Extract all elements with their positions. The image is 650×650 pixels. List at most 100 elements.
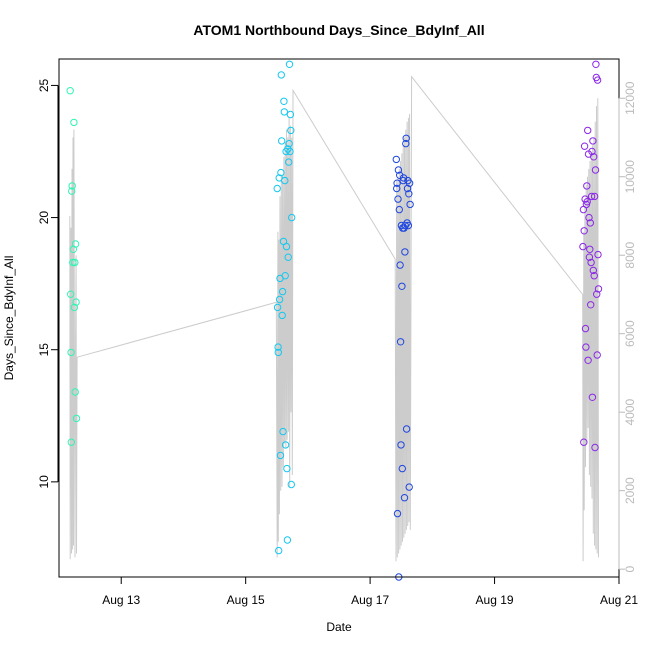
data-point [66, 87, 74, 95]
y2-axis: 0 2000 4000 6000 8000 10000 12000 [618, 81, 637, 572]
data-point [273, 184, 281, 193]
data-point [393, 179, 401, 187]
data-point [273, 303, 282, 312]
y-tick-label: 25 [37, 78, 51, 92]
data-point [590, 272, 598, 280]
data-point [285, 60, 294, 69]
x-tick-label: Aug 21 [600, 593, 638, 607]
overlay-line [69, 75, 599, 562]
data-point [582, 343, 590, 351]
data-point [584, 126, 592, 135]
y2-tick-label: 4000 [623, 399, 637, 426]
data-point [392, 155, 400, 164]
data-point [68, 187, 76, 195]
data-point [401, 248, 409, 256]
data-point [70, 303, 79, 312]
data-point [72, 414, 81, 423]
data-point [579, 242, 587, 251]
data-point [287, 480, 295, 489]
y-axis: 10 15 20 25 [37, 78, 59, 489]
data-point [281, 441, 290, 449]
data-point [587, 258, 595, 267]
data-point [282, 242, 291, 251]
data-point [283, 464, 291, 473]
data-point [593, 351, 601, 359]
data-point [405, 190, 413, 198]
data-point [398, 464, 406, 473]
data-point [406, 200, 414, 209]
data-point [67, 348, 75, 357]
y2-tick-label: 8000 [623, 242, 637, 269]
data-point [68, 182, 76, 190]
data-point [396, 338, 405, 346]
data-point [394, 166, 403, 174]
data-point [285, 158, 293, 166]
x-tick-label: Aug 19 [476, 593, 514, 607]
data-point [398, 282, 406, 290]
data-point [584, 356, 592, 364]
data-point [589, 266, 597, 275]
y-tick-label: 10 [37, 475, 51, 489]
y2-tick-label: 2000 [623, 477, 637, 504]
data-point [70, 118, 78, 127]
data-point [283, 536, 292, 544]
data-point [589, 137, 597, 145]
data-point [278, 311, 286, 320]
data-point [405, 483, 413, 491]
y2-tick-label: 0 [623, 565, 637, 572]
data-point [587, 192, 596, 201]
data-point [402, 139, 410, 148]
y-tick-label: 20 [37, 211, 51, 225]
data-point [278, 137, 286, 145]
data-point [277, 71, 285, 79]
data-point [593, 290, 601, 298]
data-point [592, 60, 600, 69]
data-point [583, 198, 591, 206]
data-point [281, 176, 289, 185]
data-point [72, 298, 80, 306]
data-point [581, 324, 590, 333]
data-point [402, 425, 411, 433]
y2-tick-label: 6000 [623, 320, 637, 347]
data-point [69, 258, 77, 267]
data-point [281, 272, 289, 280]
data-point [67, 438, 76, 446]
x-tick-label: Aug 13 [102, 593, 140, 607]
x-tick-label: Aug 15 [227, 593, 265, 607]
data-point [585, 213, 593, 222]
data-point [585, 253, 594, 261]
data-point [286, 110, 295, 119]
data-point [397, 441, 405, 449]
x-tick-label: Aug 17 [351, 593, 389, 607]
data-point [591, 443, 599, 452]
data-point [396, 171, 404, 180]
data-point [394, 195, 402, 203]
data-point [280, 97, 288, 106]
x-axis: Aug 13 Aug 15 Aug 17 Aug 19 Aug 21 [102, 576, 638, 607]
data-point [67, 290, 75, 298]
y2-tick-label: 10000 [623, 160, 637, 194]
data-point [287, 126, 295, 135]
data-point [274, 343, 282, 351]
data-point [593, 76, 602, 84]
data-point [395, 205, 403, 214]
data-point [286, 147, 294, 156]
data-point [274, 348, 282, 357]
data-point [71, 240, 80, 248]
overlay-line-layer [69, 75, 599, 562]
data-point [587, 301, 595, 309]
data-point [280, 108, 288, 116]
x-axis-label: Date [326, 620, 352, 634]
data-point [393, 184, 401, 193]
data-point [288, 213, 296, 222]
data-point [400, 494, 409, 502]
data-point [586, 245, 594, 254]
points-layer [66, 60, 603, 581]
data-point [594, 285, 603, 293]
data-point [285, 139, 293, 148]
data-point [588, 393, 597, 401]
chart-title: ATOM1 Northbound Days_Since_BdyInf_All [193, 22, 484, 38]
data-point [594, 250, 602, 259]
data-point [279, 427, 287, 436]
